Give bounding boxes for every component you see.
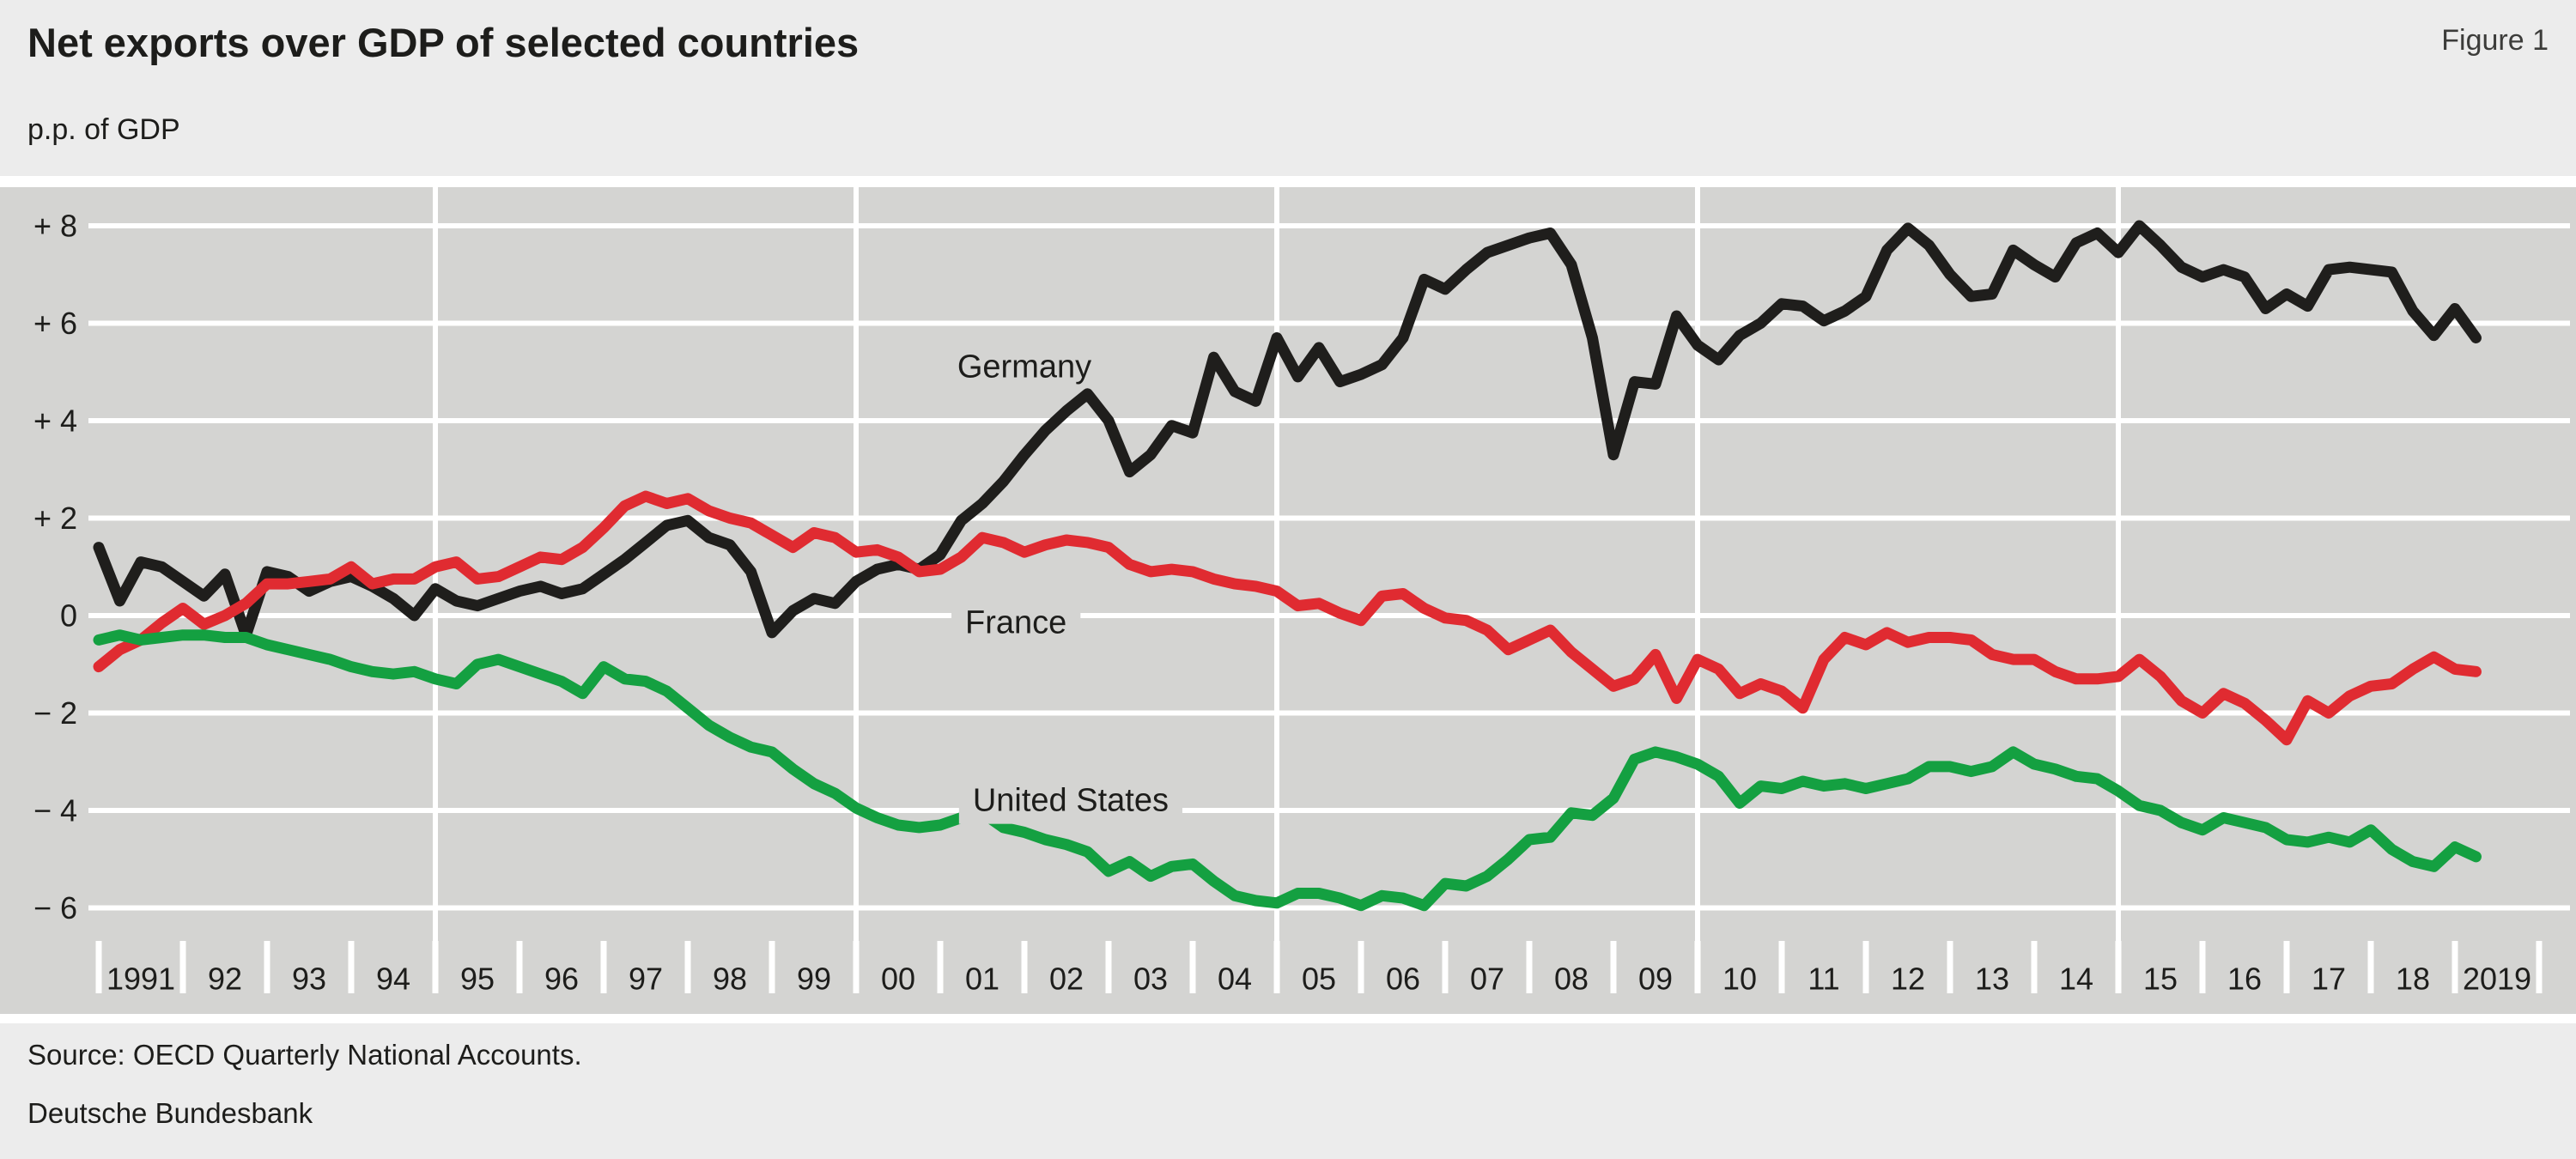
x-axis-label-92: 92 — [208, 962, 242, 997]
source-note: Source: OECD Quarterly National Accounts… — [27, 1039, 582, 1071]
x-axis-label-02: 02 — [1049, 962, 1084, 997]
x-axis-label-01: 01 — [965, 962, 999, 997]
series-label-halo-france — [951, 599, 1081, 646]
y-axis-label-8: + 8 — [33, 209, 77, 244]
y-axis-unit-label: p.p. of GDP — [27, 113, 180, 146]
chart-area: + 8 + 6 + 4 + 2 0 − 2 − 4 − 6 1991 92 93 94 95 96 97 98… — [0, 187, 2576, 1014]
x-axis-label-08: 08 — [1554, 962, 1589, 997]
x-axis-label-09: 09 — [1638, 962, 1673, 997]
x-axis-label-03: 03 — [1133, 962, 1168, 997]
series-label-united_states: United States — [973, 783, 1169, 819]
x-axis-label-95: 95 — [460, 962, 495, 997]
series-label-france: France — [965, 605, 1066, 641]
x-axis-label-00: 00 — [881, 962, 915, 997]
x-axis-label-05: 05 — [1302, 962, 1336, 997]
x-axis-label-18: 18 — [2396, 962, 2430, 997]
x-axis-label-10: 10 — [1722, 962, 1757, 997]
x-axis-label-16: 16 — [2227, 962, 2262, 997]
series-line-france — [93, 490, 2482, 746]
x-axis-label-1991: 1991 — [106, 962, 175, 997]
series-line-germany — [93, 220, 2482, 641]
y-axis-label-4: + 4 — [33, 404, 77, 439]
x-axis-label-93: 93 — [292, 962, 326, 997]
x-axis-label-11: 11 — [1807, 962, 1839, 997]
footer: Source: OECD Quarterly National Accounts… — [0, 1023, 2576, 1159]
x-axis-label-17: 17 — [2312, 962, 2346, 997]
y-axis-label--6: − 6 — [33, 890, 77, 925]
x-axis-label-12: 12 — [1891, 962, 1925, 997]
x-axis-label-15: 15 — [2143, 962, 2178, 997]
figure-number-label: Figure 1 — [2441, 24, 2549, 57]
x-axis-label-97: 97 — [629, 962, 663, 997]
series-label-halo-united_states — [958, 777, 1182, 824]
x-axis-label-2019: 2019 — [2463, 962, 2531, 997]
series-label-germany: Germany — [957, 349, 1091, 385]
header: Net exports over GDP of selected countri… — [0, 0, 2576, 176]
series-line-united_states — [93, 629, 2482, 912]
y-axis-label--2: − 2 — [33, 695, 77, 731]
chart-title: Net exports over GDP of selected countri… — [27, 20, 860, 65]
x-axis-label-94: 94 — [376, 962, 410, 997]
x-axis-label-06: 06 — [1386, 962, 1420, 997]
publisher-note: Deutsche Bundesbank — [27, 1097, 313, 1129]
x-axis-label-13: 13 — [1975, 962, 2009, 997]
y-axis-label-0: 0 — [60, 598, 77, 634]
x-axis-label-14: 14 — [2059, 962, 2093, 997]
x-axis-label-07: 07 — [1470, 962, 1504, 997]
y-axis-label-6: + 6 — [33, 306, 77, 341]
x-axis-label-04: 04 — [1218, 962, 1252, 997]
x-axis-label-96: 96 — [544, 962, 579, 997]
x-axis-label-98: 98 — [713, 962, 747, 997]
y-axis-label-2: + 2 — [33, 501, 77, 536]
line-chart: + 8 + 6 + 4 + 2 0 − 2 − 4 − 6 1991 92 93 94 95 96 97 98… — [0, 187, 2576, 1014]
x-axis-label-99: 99 — [797, 962, 831, 997]
y-axis-label--4: − 4 — [33, 793, 77, 828]
